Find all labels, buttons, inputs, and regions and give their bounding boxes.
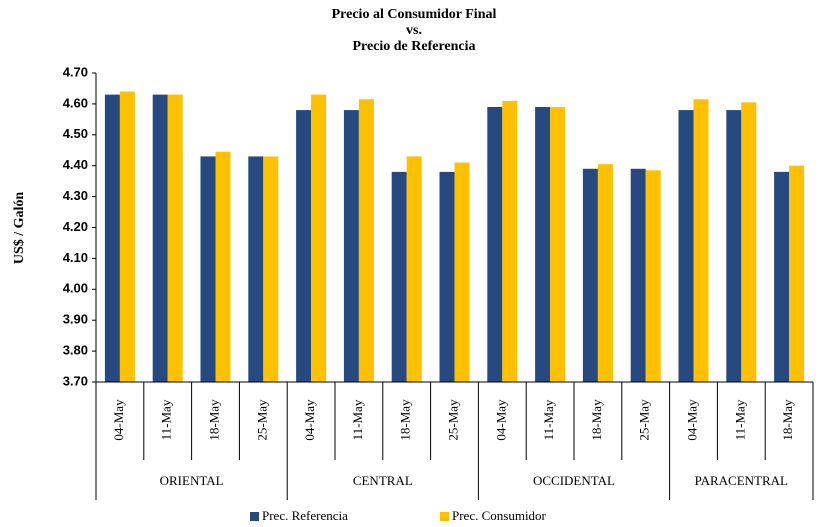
bar xyxy=(693,99,709,382)
bar xyxy=(630,168,646,382)
bar xyxy=(645,170,661,382)
bar xyxy=(550,106,566,383)
bar xyxy=(358,99,374,382)
group-label: OCCIDENTAL xyxy=(533,473,615,488)
y-tick-label: 4.30 xyxy=(63,188,88,203)
bar xyxy=(343,110,359,382)
x-tick-label: 18-May xyxy=(589,399,604,441)
bar xyxy=(152,94,168,382)
group-label: ORIENTAL xyxy=(160,473,224,488)
y-tick-label: 3.80 xyxy=(63,343,88,358)
x-tick-label: 04-May xyxy=(111,399,126,441)
bar xyxy=(741,102,757,382)
x-tick-label: 04-May xyxy=(684,399,699,441)
y-tick-label: 4.00 xyxy=(63,281,88,296)
bar xyxy=(104,94,120,382)
y-tick-label: 3.70 xyxy=(63,373,88,388)
x-tick-label: 25-May xyxy=(254,399,269,441)
bar xyxy=(502,100,518,382)
group-label: PARACENTRAL xyxy=(695,473,788,488)
x-tick-label: 25-May xyxy=(637,399,652,441)
bar xyxy=(535,106,551,383)
y-axis-label: US$ / Galón xyxy=(12,192,27,265)
bar xyxy=(248,156,264,382)
x-tick-label: 11-May xyxy=(159,399,174,440)
legend-label: Prec. Consumidor xyxy=(452,508,547,523)
legend-label: Prec. Referencia xyxy=(262,508,348,523)
bar xyxy=(119,91,135,382)
x-tick-label: 11-May xyxy=(541,399,556,440)
bar xyxy=(774,171,790,382)
bar xyxy=(406,156,422,382)
bar xyxy=(296,110,312,382)
y-tick-label: 4.10 xyxy=(63,250,88,265)
y-tick-label: 4.70 xyxy=(63,64,88,79)
chart-title: vs. xyxy=(406,23,422,38)
x-tick-label: 11-May xyxy=(350,399,365,440)
bar xyxy=(263,156,279,382)
bar xyxy=(391,171,407,382)
bar xyxy=(597,164,613,382)
bar xyxy=(200,156,216,382)
bar xyxy=(789,165,805,382)
bar xyxy=(726,110,742,382)
bar xyxy=(582,168,598,382)
bar xyxy=(678,110,694,382)
bar xyxy=(215,151,231,382)
y-tick-label: 4.20 xyxy=(63,219,88,234)
legend-swatch xyxy=(250,512,259,521)
x-tick-label: 18-May xyxy=(398,399,413,441)
bar xyxy=(439,171,455,382)
x-tick-label: 11-May xyxy=(732,399,747,440)
bar xyxy=(454,162,470,382)
y-tick-label: 4.60 xyxy=(63,95,88,110)
bar xyxy=(487,106,503,383)
y-tick-label: 4.40 xyxy=(63,157,88,172)
legend-swatch xyxy=(440,512,449,521)
chart-title: Precio de Referencia xyxy=(352,39,475,54)
group-label: CENTRAL xyxy=(353,473,413,488)
bar xyxy=(311,94,327,382)
y-tick-label: 3.90 xyxy=(63,312,88,327)
x-tick-label: 04-May xyxy=(493,399,508,441)
x-tick-label: 18-May xyxy=(206,399,221,441)
bar xyxy=(167,94,183,382)
y-tick-label: 4.50 xyxy=(63,126,88,141)
x-tick-label: 04-May xyxy=(302,399,317,441)
chart-title: Precio al Consumidor Final xyxy=(332,7,497,22)
x-tick-label: 18-May xyxy=(780,399,795,441)
x-tick-label: 25-May xyxy=(445,399,460,441)
